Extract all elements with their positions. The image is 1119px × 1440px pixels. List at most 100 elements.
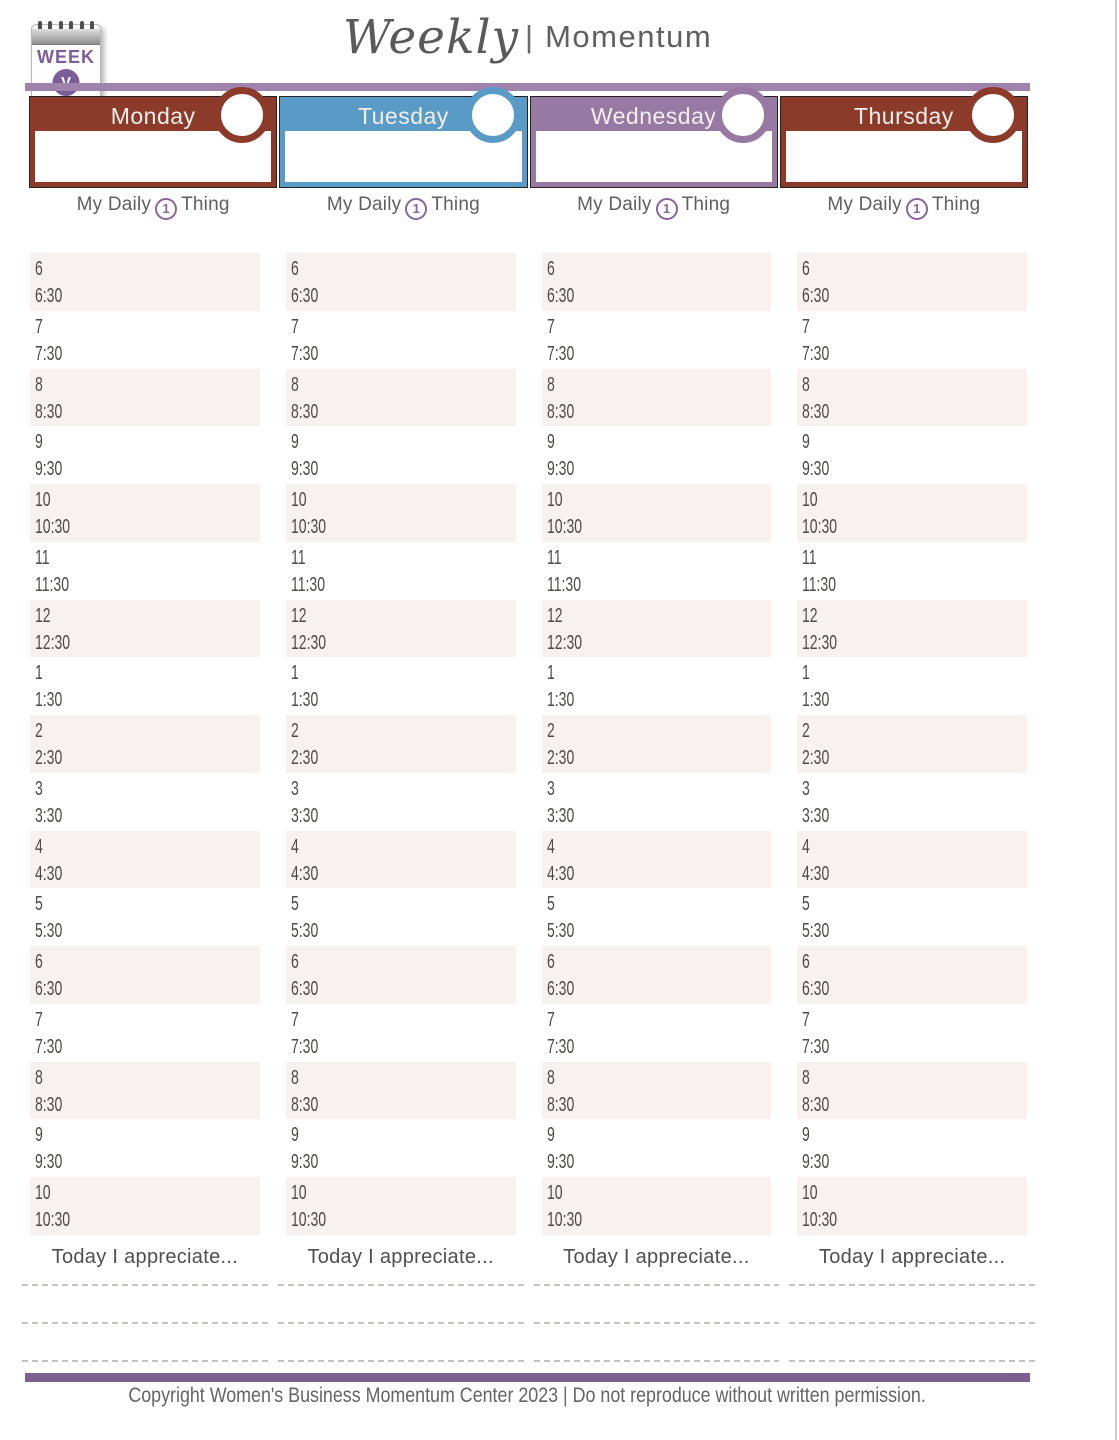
time-slot: 6 6:30 [797, 946, 1027, 1004]
time-slot: 8 8:30 [541, 368, 772, 427]
time-slot-half-label: 3:30 [802, 804, 830, 827]
writing-line [277, 1322, 524, 1325]
appreciate-label: Today I appreciate... [563, 1246, 750, 1269]
time-slot-hour-label: 8 [290, 1066, 299, 1089]
time-slot-hour-label: 10 [546, 1182, 563, 1205]
time-slot: 7 7:30 [286, 311, 516, 369]
time-slot: 9 9:30 [286, 426, 516, 484]
time-slot-hour-label: 1 [546, 662, 555, 685]
time-slot-half-label: 8:30 [802, 1093, 830, 1116]
writing-line [22, 1360, 268, 1363]
time-slot: 12 12:30 [285, 599, 516, 658]
writing-line [789, 1284, 1035, 1287]
time-slot-hour-label: 9 [802, 431, 811, 454]
time-slot: 8 8:30 [30, 1061, 260, 1120]
daily-thing-label: My Daily 1 Thing [30, 194, 276, 220]
time-slot-hour-label: 10 [290, 489, 307, 512]
time-slot-half-label: 3:30 [546, 804, 574, 827]
writing-line [277, 1360, 524, 1363]
time-slot: 4 4:30 [30, 830, 260, 889]
day-headers-row: Monday My Daily 1 Thing Tuesday My Daily 1 Thin… [28, 87, 1029, 220]
writing-line [22, 1322, 268, 1325]
daily-thing-prefix: My Daily [577, 194, 652, 215]
time-slot-hour-label: 8 [35, 373, 43, 396]
time-slot-half-label: 5:30 [802, 920, 830, 943]
daily-thing-prefix: My Daily [76, 194, 152, 215]
time-slot: 6 6:30 [30, 253, 260, 311]
time-slot-half-label: 10:30 [546, 516, 582, 539]
time-slot: 1 1:30 [30, 657, 260, 715]
time-slot-half-label: 10:30 [290, 1209, 326, 1232]
time-slot-hour-label: 7 [802, 315, 811, 338]
time-slot: 9 9:30 [542, 1119, 772, 1177]
time-slot-hour-label: 5 [290, 893, 299, 916]
title-script-word: Weekly [342, 10, 520, 65]
time-slot-hour-label: 9 [546, 431, 555, 454]
time-slot-half-label: 11:30 [290, 573, 325, 596]
time-slot-hour-label: 4 [802, 835, 811, 858]
time-slot: 10 10:30 [797, 1177, 1027, 1236]
time-slot-half-label: 1:30 [290, 689, 319, 712]
time-slot: 8 8:30 [797, 368, 1027, 427]
time-slot: 6 6:30 [285, 253, 516, 311]
time-slot-hour-label: 4 [290, 835, 299, 858]
time-slot-half-label: 7:30 [546, 1035, 574, 1058]
time-slot: 8 8:30 [541, 1061, 772, 1120]
time-slot-hour-label: 6 [802, 258, 811, 280]
time-slot-hour-label: 3 [802, 777, 811, 800]
time-slot: 5 5:30 [797, 888, 1027, 946]
appreciate-label: Today I appreciate... [307, 1246, 494, 1269]
time-slot-half-label: 5:30 [546, 920, 574, 943]
time-slot-half-label: 8:30 [802, 400, 830, 423]
time-slot-hour-label: 2 [546, 720, 555, 743]
time-slot-hour-label: 8 [802, 373, 811, 396]
time-slot-half-label: 9:30 [802, 1151, 830, 1174]
time-slot-half-label: 7:30 [35, 1035, 63, 1058]
time-slot-hour-label: 6 [546, 951, 555, 974]
title-separator: | [525, 19, 534, 54]
appreciate-label: Today I appreciate... [818, 1246, 1006, 1269]
time-slot-half-label: 9:30 [290, 1151, 319, 1174]
time-slot: 7 7:30 [797, 311, 1027, 369]
time-slot-half-label: 6:30 [546, 978, 574, 1001]
time-slot-hour-label: 9 [35, 1124, 43, 1147]
daily-thing-suffix: Thing [681, 194, 731, 215]
time-slot: 5 5:30 [286, 888, 516, 946]
time-slot-hour-label: 9 [546, 1124, 555, 1147]
time-slot-hour-label: 7 [546, 315, 555, 338]
day-header-wednesday: Wednesday My Daily 1 Thing [529, 87, 778, 220]
time-slot: 11 11:30 [542, 542, 772, 600]
header-divider-line [25, 83, 1030, 91]
time-slot-hour-label: 12 [290, 604, 307, 627]
time-slot: 8 8:30 [285, 368, 516, 427]
day-header-monday: Monday My Daily 1 Thing [28, 87, 278, 220]
time-slot-half-label: 8:30 [546, 1093, 574, 1116]
time-slot-hour-label: 6 [290, 258, 299, 280]
time-slot: 10 10:30 [797, 484, 1027, 542]
time-slot: 5 5:30 [30, 888, 260, 946]
time-slot-half-label: 8:30 [290, 1093, 319, 1116]
day-name-label: Tuesday [357, 103, 449, 129]
writing-line [789, 1360, 1035, 1363]
time-slot: 12 12:30 [797, 599, 1027, 658]
time-slot: 12 12:30 [30, 599, 260, 658]
time-slot-half-label: 8:30 [35, 1093, 63, 1116]
time-slot-half-label: 10:30 [802, 516, 838, 539]
time-slot-hour-label: 6 [802, 951, 811, 974]
time-slot-hour-label: 7 [290, 1008, 299, 1031]
time-slot-hour-label: 12 [802, 604, 818, 627]
time-slot-half-label: 10:30 [35, 1209, 71, 1232]
time-slot-hour-label: 11 [802, 546, 817, 569]
copyright-text-inner: Copyright Women's Business Momentum Cent… [128, 1384, 927, 1407]
time-slot-hour-label: 12 [35, 604, 51, 627]
time-slot: 8 8:30 [797, 1061, 1027, 1120]
time-slot-half-label: 6:30 [546, 285, 574, 307]
time-slot-hour-label: 10 [546, 489, 563, 512]
time-slot-hour-label: 6 [546, 258, 555, 280]
daily-thing-suffix: Thing [931, 194, 981, 215]
daily-thing-suffix: Thing [431, 194, 480, 215]
time-slot: 9 9:30 [797, 426, 1027, 484]
time-slot: 6 6:30 [30, 946, 260, 1004]
time-slot-half-label: 12:30 [290, 631, 326, 654]
time-slot-hour-label: 6 [290, 951, 299, 974]
